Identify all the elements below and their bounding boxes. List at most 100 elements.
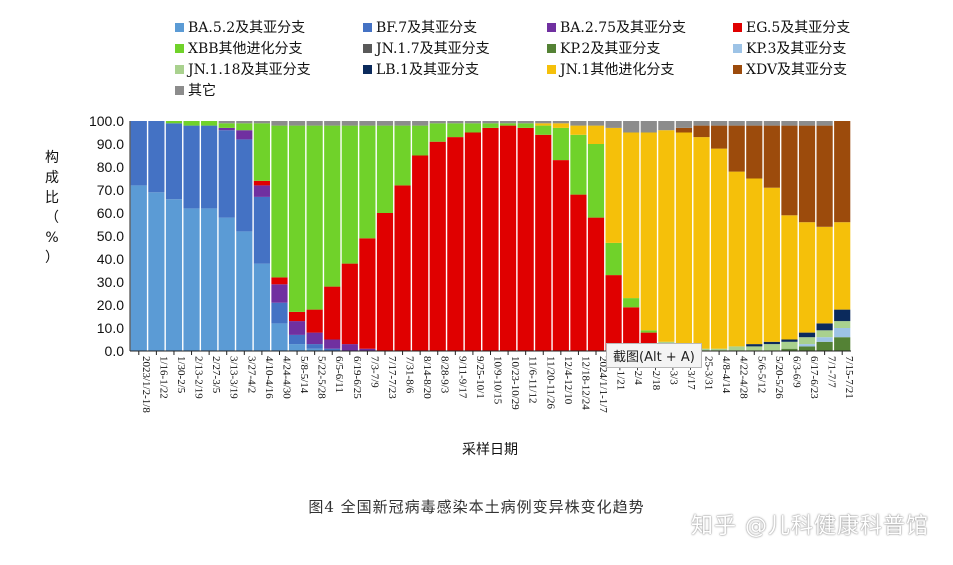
x-tick-label: 6/3-6/9 bbox=[790, 356, 802, 388]
bar-segment bbox=[306, 348, 323, 351]
bar-segment bbox=[288, 311, 306, 322]
bar-segment bbox=[763, 121, 780, 126]
bar-segment bbox=[517, 127, 534, 352]
bar-segment bbox=[500, 125, 517, 351]
bar-segment bbox=[798, 125, 816, 223]
legend-label: JN.1.7及其亚分支 bbox=[374, 41, 490, 57]
bar-segment bbox=[359, 125, 376, 239]
bar-segment bbox=[798, 332, 816, 338]
bars bbox=[130, 121, 851, 352]
bar-segment bbox=[201, 208, 218, 351]
bar-segment bbox=[781, 215, 798, 340]
bar-segment bbox=[165, 123, 183, 200]
bar-segment bbox=[306, 344, 323, 349]
legend-swatch bbox=[733, 44, 742, 53]
bar-segment bbox=[746, 121, 763, 126]
x-tick-label: 9/25-10/1 bbox=[474, 356, 486, 399]
bar-segment bbox=[236, 121, 253, 124]
bar-segment bbox=[341, 125, 358, 264]
bar-segment bbox=[288, 125, 306, 312]
legend-label: BA.5.2及其亚分支 bbox=[188, 20, 305, 36]
bar-segment bbox=[412, 155, 429, 351]
legend-label: BA.2.75及其亚分支 bbox=[560, 20, 686, 36]
bar-segment bbox=[253, 196, 270, 264]
bar-segment bbox=[271, 323, 288, 351]
bar-segment bbox=[816, 323, 833, 331]
bar-segment bbox=[816, 121, 833, 126]
x-tick-label: 7/15-7/21 bbox=[843, 356, 855, 399]
bar-segment bbox=[605, 121, 622, 128]
bar-segment bbox=[253, 121, 270, 124]
bar-segment bbox=[535, 123, 552, 126]
bar-segment bbox=[183, 125, 200, 209]
bar-segment bbox=[288, 121, 306, 126]
y-tick-label: 60.0 bbox=[97, 205, 124, 221]
bar-segment bbox=[834, 121, 851, 223]
x-tick-label: 8/28-9/3 bbox=[439, 356, 451, 394]
x-tick-label: 4/22-4/28 bbox=[738, 356, 750, 399]
bar-segment bbox=[482, 127, 499, 352]
bar-segment bbox=[324, 121, 341, 126]
bar-segment bbox=[288, 344, 306, 351]
bar-segment bbox=[552, 127, 569, 161]
bar-segment bbox=[429, 141, 446, 351]
bar-segment bbox=[693, 137, 710, 349]
bar-segment bbox=[218, 130, 235, 218]
bar-segment bbox=[271, 277, 288, 285]
bar-segment bbox=[816, 330, 833, 338]
x-tick-label: 12/4-12/10 bbox=[562, 356, 574, 405]
bar-segment bbox=[816, 341, 833, 351]
bar-segment bbox=[763, 341, 780, 345]
x-tick-label: 9/11-9/17 bbox=[456, 356, 468, 399]
bar-segment bbox=[816, 226, 833, 324]
bar-segment bbox=[376, 125, 394, 213]
bar-segment bbox=[711, 348, 728, 351]
figure-caption: 图4 全国新冠病毒感染本土病例变异株变化趋势 bbox=[308, 498, 645, 516]
bar-segment bbox=[341, 263, 358, 345]
y-tick-label: 40.0 bbox=[97, 251, 124, 267]
legend-label: KP.2及其亚分支 bbox=[560, 41, 660, 57]
bar-segment bbox=[236, 139, 253, 232]
bar-segment bbox=[306, 309, 323, 333]
bar-segment bbox=[500, 123, 517, 126]
bar-segment bbox=[218, 123, 235, 128]
bar-segment bbox=[728, 171, 745, 347]
x-tick-label: 10/9-10/15 bbox=[492, 356, 504, 405]
x-tick-label: 7/1-7/7 bbox=[826, 356, 838, 388]
bar-segment bbox=[218, 217, 235, 351]
bar-segment bbox=[552, 160, 569, 351]
legend-swatch bbox=[547, 65, 556, 74]
bar-segment bbox=[675, 127, 693, 133]
bar-segment bbox=[271, 302, 288, 324]
bar-segment bbox=[798, 222, 816, 333]
bar-segment bbox=[552, 123, 569, 128]
bar-segment bbox=[447, 121, 464, 124]
legend-swatch bbox=[547, 44, 556, 53]
legend-label: EG.5及其亚分支 bbox=[746, 20, 850, 36]
bar-segment bbox=[570, 121, 587, 126]
bar-segment bbox=[500, 121, 517, 124]
bar-segment bbox=[640, 121, 657, 133]
screenshot-tooltip: 截图(Alt + A) bbox=[606, 343, 702, 368]
bar-segment bbox=[306, 125, 323, 310]
bar-segment bbox=[394, 185, 411, 351]
bar-segment bbox=[834, 328, 851, 338]
bar-segment bbox=[728, 346, 745, 351]
bar-segment bbox=[464, 121, 482, 124]
bar-segment bbox=[253, 185, 270, 197]
legend-label: JN.1.18及其亚分支 bbox=[186, 62, 311, 78]
bar-segment bbox=[535, 125, 552, 135]
bar-segment bbox=[816, 337, 833, 342]
x-tick-label: 7/17-7/23 bbox=[386, 356, 398, 399]
bar-segment bbox=[640, 132, 657, 331]
bar-segment bbox=[658, 130, 675, 342]
y-tick-label: 0.0 bbox=[105, 343, 125, 359]
bar-segment bbox=[798, 121, 816, 126]
bar-segment bbox=[429, 123, 446, 142]
bar-segment bbox=[271, 125, 288, 278]
bar-segment bbox=[359, 121, 376, 126]
x-tick-label: 11/6-11/12 bbox=[527, 356, 539, 403]
bar-segment bbox=[623, 132, 640, 299]
y-tick-label: 10.0 bbox=[97, 320, 124, 336]
bar-segment bbox=[253, 123, 270, 181]
